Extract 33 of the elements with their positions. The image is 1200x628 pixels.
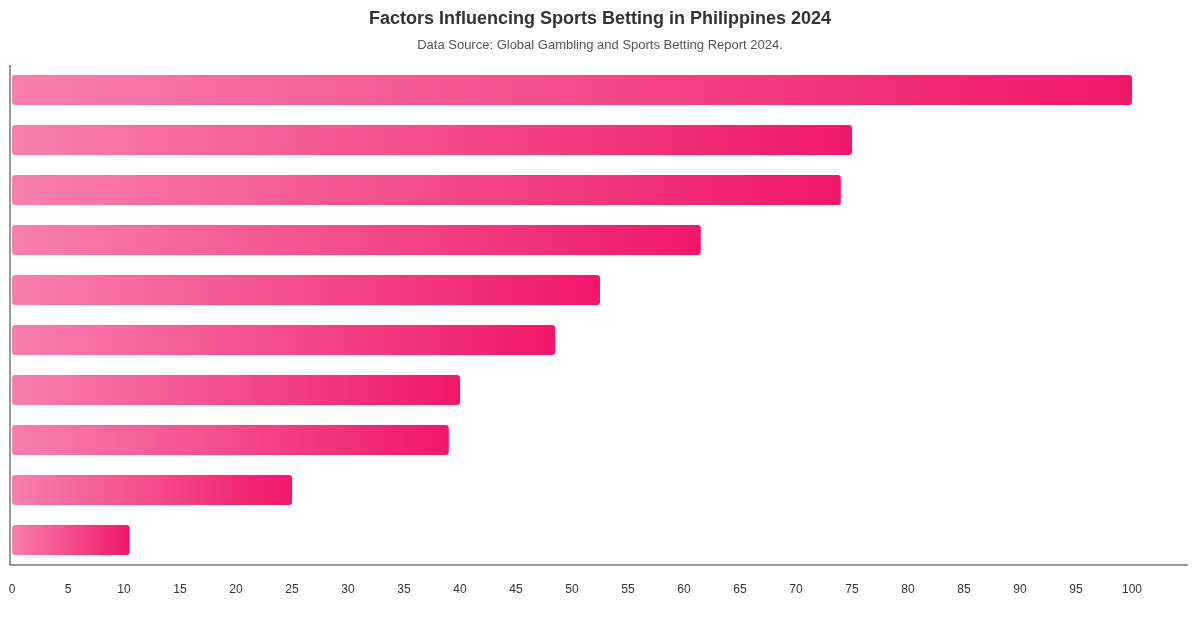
bar — [12, 75, 1132, 105]
chart-subtitle: Data Source: Global Gambling and Sports Betting Report 2024. — [417, 37, 783, 52]
x-tick-label: 40 — [453, 582, 467, 596]
x-tick-label: 30 — [341, 582, 355, 596]
bar — [12, 175, 841, 205]
bar — [12, 125, 852, 155]
chart-title: Factors Influencing Sports Betting in Philippines 2024 — [368, 8, 832, 28]
x-tick-label: 20 — [229, 582, 243, 596]
x-tick-label: 25 — [285, 582, 299, 596]
x-tick-label: 35 — [397, 582, 411, 596]
bar — [12, 525, 130, 555]
x-tick-label: 15 — [173, 582, 187, 596]
bar — [12, 325, 556, 355]
x-tick-label: 70 — [789, 582, 803, 596]
x-tick-label: 75 — [845, 582, 859, 596]
bar — [12, 275, 600, 305]
x-tick-label: 85 — [957, 582, 971, 596]
x-tick-label: 0 — [8, 582, 16, 596]
x-tick-label: 50 — [565, 582, 579, 596]
x-tick-label: 80 — [901, 582, 915, 596]
x-tick-label: 5 — [64, 582, 72, 596]
x-tick-label: 45 — [509, 582, 523, 596]
bar — [12, 425, 449, 455]
bar — [12, 225, 701, 255]
x-tick-label: 90 — [1013, 582, 1027, 596]
x-tick-label: 100 — [1121, 582, 1143, 596]
bar — [12, 475, 292, 505]
x-tick-label: 10 — [117, 582, 131, 596]
x-tick-label: 55 — [621, 582, 635, 596]
x-tick-label: 95 — [1069, 582, 1083, 596]
bar — [12, 375, 460, 405]
x-tick-label: 65 — [733, 582, 747, 596]
x-tick-label: 60 — [677, 582, 691, 596]
